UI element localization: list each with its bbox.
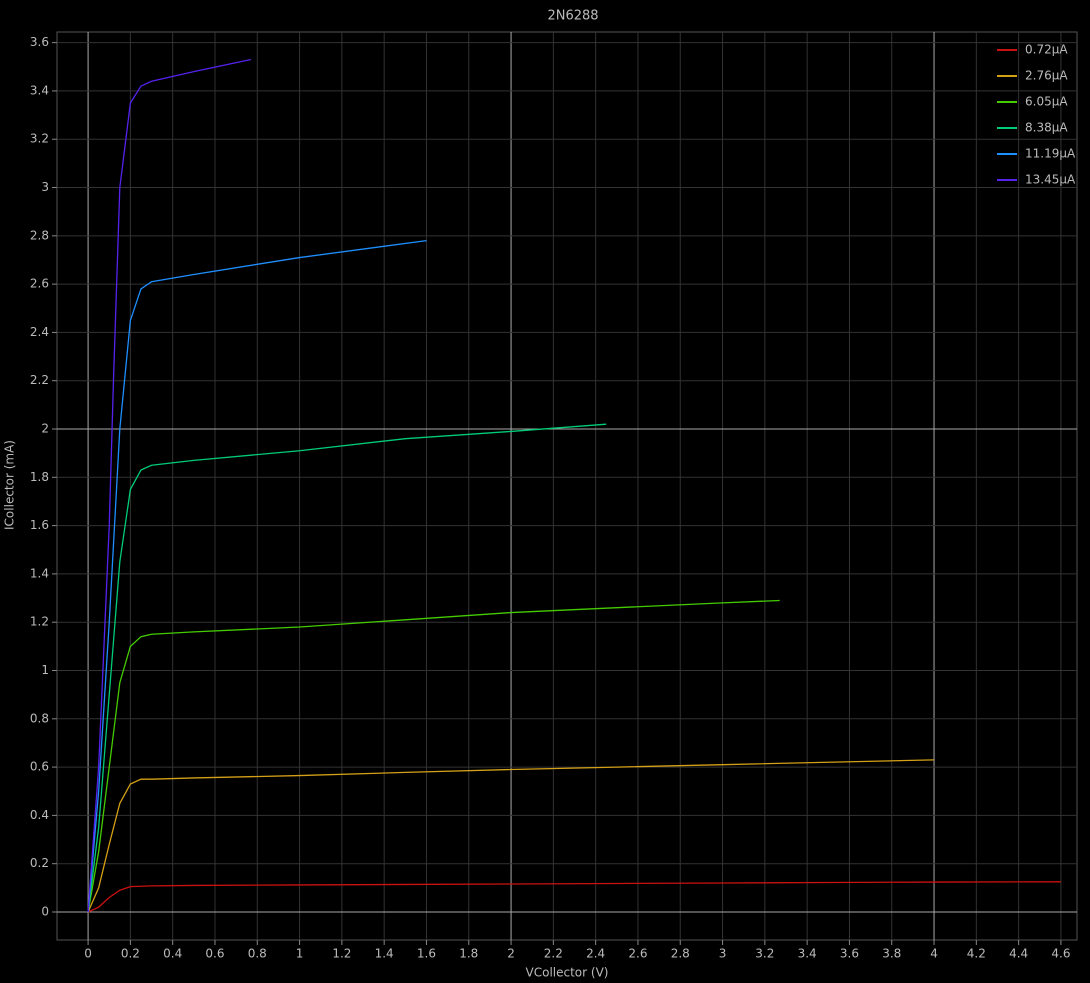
x-tick-label: 3.2 [755, 947, 774, 961]
x-axis-label: VCollector (V) [526, 966, 609, 980]
x-tick-label: 0 [84, 947, 92, 961]
y-tick-label: 3.6 [30, 35, 49, 49]
x-tick-label: 2.8 [671, 947, 690, 961]
data-line [87, 759, 935, 913]
y-tick-label: 2 [41, 422, 49, 436]
x-tick-label: 1.4 [375, 947, 394, 961]
y-tick-label: 1.4 [30, 566, 49, 580]
x-tick-label: 0.2 [121, 947, 140, 961]
y-tick-label: 0.4 [30, 808, 49, 822]
x-tick-label: 1.8 [459, 947, 478, 961]
x-tick-label: 2.4 [586, 947, 605, 961]
y-tick-label: 2.2 [30, 373, 49, 387]
x-tick-label: 4 [930, 947, 938, 961]
y-tick-label: 0.6 [30, 760, 49, 774]
y-tick-label: 2.6 [30, 277, 49, 291]
x-tick-label: 2.6 [628, 947, 647, 961]
y-tick-label: 1.6 [30, 518, 49, 532]
legend-label: 0.72μA [1025, 43, 1068, 57]
chart-title: 2N6288 [547, 9, 598, 24]
legend-label: 11.19μA [1025, 147, 1076, 161]
x-tick-label: 3.4 [798, 947, 817, 961]
y-tick-label: 2.4 [30, 325, 49, 339]
y-tick-label: 2.8 [30, 228, 49, 242]
data-line [87, 599, 780, 913]
y-tick-label: 0 [41, 904, 49, 918]
x-tick-label: 3.6 [840, 947, 859, 961]
x-tick-label: 1 [296, 947, 304, 961]
x-tick-label: 3.8 [882, 947, 901, 961]
data-line [87, 58, 252, 913]
y-tick-label: 1 [41, 663, 49, 677]
x-tick-label: 0.8 [248, 947, 267, 961]
plot-frame [56, 31, 1078, 941]
y-tick-label: 1.2 [30, 615, 49, 629]
data-line [87, 881, 1061, 913]
x-tick-label: 4.4 [1009, 947, 1028, 961]
data-line [87, 240, 427, 913]
legend-label: 6.05μA [1025, 95, 1068, 109]
x-tick-label: 1.6 [417, 947, 436, 961]
x-tick-label: 4.2 [967, 947, 986, 961]
x-tick-label: 4.6 [1051, 947, 1070, 961]
y-axis-label: ICollector (mA) [3, 440, 17, 530]
x-tick-label: 0.4 [163, 947, 182, 961]
y-tick-label: 3.2 [30, 132, 49, 146]
x-tick-label: 3 [719, 947, 727, 961]
y-tick-label: 0.2 [30, 856, 49, 870]
x-tick-label: 2 [507, 947, 515, 961]
legend-label: 8.38μA [1025, 121, 1068, 135]
data-line [87, 423, 607, 913]
y-tick-label: 0.8 [30, 711, 49, 725]
y-tick-label: 3.4 [30, 83, 49, 97]
x-tick-label: 1.2 [332, 947, 351, 961]
y-tick-label: 1.8 [30, 470, 49, 484]
y-tick-label: 3 [41, 180, 49, 194]
legend-label: 13.45μA [1025, 173, 1076, 187]
x-tick-label: 0.6 [205, 947, 224, 961]
legend-label: 2.76μA [1025, 69, 1068, 83]
x-tick-label: 2.2 [544, 947, 563, 961]
